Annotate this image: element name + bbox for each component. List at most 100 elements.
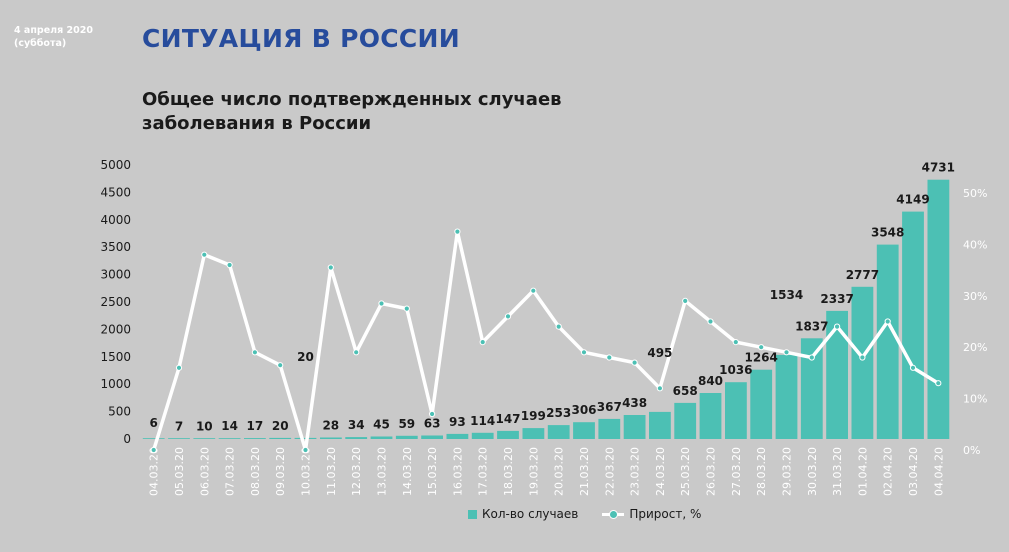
- x-axis-tick: 20.03.20: [553, 447, 566, 496]
- bars-layer: [142, 179, 950, 439]
- growth-point-10.03.20: [302, 446, 309, 454]
- x-axis-tick: 21.03.20: [578, 447, 591, 496]
- bar-23.03.20: [623, 415, 646, 439]
- left-axis-tick: 2000: [100, 322, 131, 336]
- growth-point-11.03.20: [327, 264, 334, 271]
- x-axis-tick: 08.03.20: [249, 447, 262, 496]
- x-axis-tick: 19.03.20: [527, 447, 540, 496]
- bar-value-label: 20: [297, 350, 314, 364]
- growth-point-12.03.20: [353, 349, 360, 356]
- growth-line: [152, 229, 940, 452]
- bar-value-label: 495: [647, 346, 672, 360]
- legend: Кол-во случаев Прирост, %: [468, 507, 701, 521]
- bar-11.03.20: [320, 437, 342, 439]
- growth-point-15.03.20: [429, 410, 436, 418]
- bar-02.04.20: [876, 244, 899, 439]
- x-axis-tick: 25.03.20: [679, 447, 692, 496]
- x-axis-tick: 31.03.20: [831, 447, 844, 496]
- bar-01.04.20: [851, 286, 874, 439]
- growth-point-20.03.20: [555, 323, 562, 330]
- bar-04.03.20: [142, 438, 165, 439]
- bar-value-label: 63: [424, 417, 441, 431]
- bar-value-label: 4149: [896, 193, 929, 207]
- legend-bar-swatch: [468, 509, 477, 519]
- growth-point-26.03.20: [707, 318, 714, 325]
- legend-line-swatch: [602, 509, 625, 519]
- growth-point-31.03.20: [834, 323, 841, 330]
- x-axis-tick: 12.03.20: [350, 447, 363, 496]
- growth-point-25.03.20: [682, 297, 689, 304]
- bar-15.03.20: [421, 435, 443, 439]
- right-axis-tick: 10%: [963, 393, 987, 406]
- bar-value-label: 1837: [795, 319, 828, 333]
- bar-value-label: 93: [449, 415, 466, 429]
- bar-22.03.20: [598, 418, 621, 439]
- x-axis-tick: 17.03.20: [477, 447, 490, 496]
- x-axis-ticks: 04.03.20 05.03.20 06.03.20 07.03.20 08.03.20…: [148, 447, 946, 496]
- bar-value-label: 306: [571, 403, 596, 417]
- growth-point-18.03.20: [504, 313, 512, 320]
- bar-21.03.20: [573, 422, 595, 439]
- growth-point-01.04.20: [859, 354, 866, 361]
- growth-point-08.03.20: [251, 349, 258, 356]
- bar-17.03.20: [471, 432, 494, 439]
- bar-value-label: 6: [150, 416, 158, 430]
- x-axis-tick: 16.03.20: [451, 447, 464, 496]
- bar-18.03.20: [497, 430, 519, 439]
- x-axis-tick: 04.04.20: [932, 447, 945, 496]
- bar-value-label: 2337: [820, 292, 853, 306]
- chart-title-line1: Общее число подтвержденных случаев: [142, 89, 562, 110]
- bar-value-label: 253: [546, 406, 571, 420]
- bar-04.04.20: [927, 179, 950, 439]
- growth-line-layer: [150, 228, 942, 454]
- left-axis-tick: 4000: [100, 213, 131, 227]
- chart-title-line2: заболевания в России: [142, 113, 372, 134]
- growth-point-30.03.20: [808, 354, 815, 361]
- right-axis-tick: 30%: [963, 290, 987, 303]
- x-axis-tick: 22.03.20: [603, 447, 616, 496]
- growth-point-09.03.20: [277, 362, 284, 369]
- bar-value-label: 14: [221, 419, 238, 433]
- right-axis-tick: 50%: [963, 187, 987, 200]
- bar-value-label: 3548: [871, 226, 904, 240]
- bar-value-label: 114: [470, 414, 495, 428]
- growth-point-17.03.20: [479, 339, 486, 346]
- bar-value-label: 28: [322, 419, 339, 433]
- x-axis-tick: 07.03.20: [224, 447, 237, 496]
- bar-20.03.20: [547, 425, 570, 439]
- bar-06.03.20: [193, 438, 216, 439]
- x-axis-tick: 13.03.20: [376, 447, 389, 496]
- bar-value-label: 367: [597, 400, 622, 414]
- bar-19.03.20: [522, 428, 545, 439]
- right-axis-tick: 0%: [963, 444, 980, 457]
- bar-value-label: 1036: [719, 363, 752, 377]
- growth-point-05.03.20: [175, 364, 183, 371]
- report-date: 4 апреля 2020 (суббота): [14, 24, 93, 50]
- growth-point-27.03.20: [732, 339, 739, 346]
- x-axis-tick: 06.03.20: [198, 447, 211, 496]
- growth-point-06.03.20: [201, 251, 208, 258]
- x-axis-tick: 28.03.20: [755, 447, 768, 496]
- growth-point-22.03.20: [606, 354, 613, 361]
- growth-point-29.03.20: [783, 349, 790, 356]
- x-axis-tick: 26.03.20: [705, 447, 718, 496]
- right-axis-tick: 40%: [963, 238, 987, 251]
- x-axis-tick: 14.03.20: [401, 447, 414, 496]
- bar-value-label: 20: [272, 419, 289, 433]
- growth-point-13.03.20: [378, 300, 385, 307]
- left-axis-tick: 4500: [100, 185, 131, 199]
- x-axis-tick: 29.03.20: [781, 447, 794, 496]
- growth-point-03.04.20: [909, 364, 917, 371]
- x-axis-tick: 23.03.20: [629, 447, 642, 496]
- left-axis-tick: 500: [108, 405, 131, 419]
- growth-point-24.03.20: [656, 385, 664, 392]
- chart-title: Общее число подтвержденных случаев забол…: [142, 88, 562, 136]
- left-axis-tick: 5000: [100, 158, 131, 172]
- left-axis-tick: 1000: [100, 377, 131, 391]
- bar-16.03.20: [446, 433, 469, 439]
- bar-value-label: 4731: [922, 161, 955, 175]
- bar-value-label: 147: [495, 412, 520, 426]
- growth-point-14.03.20: [403, 305, 410, 312]
